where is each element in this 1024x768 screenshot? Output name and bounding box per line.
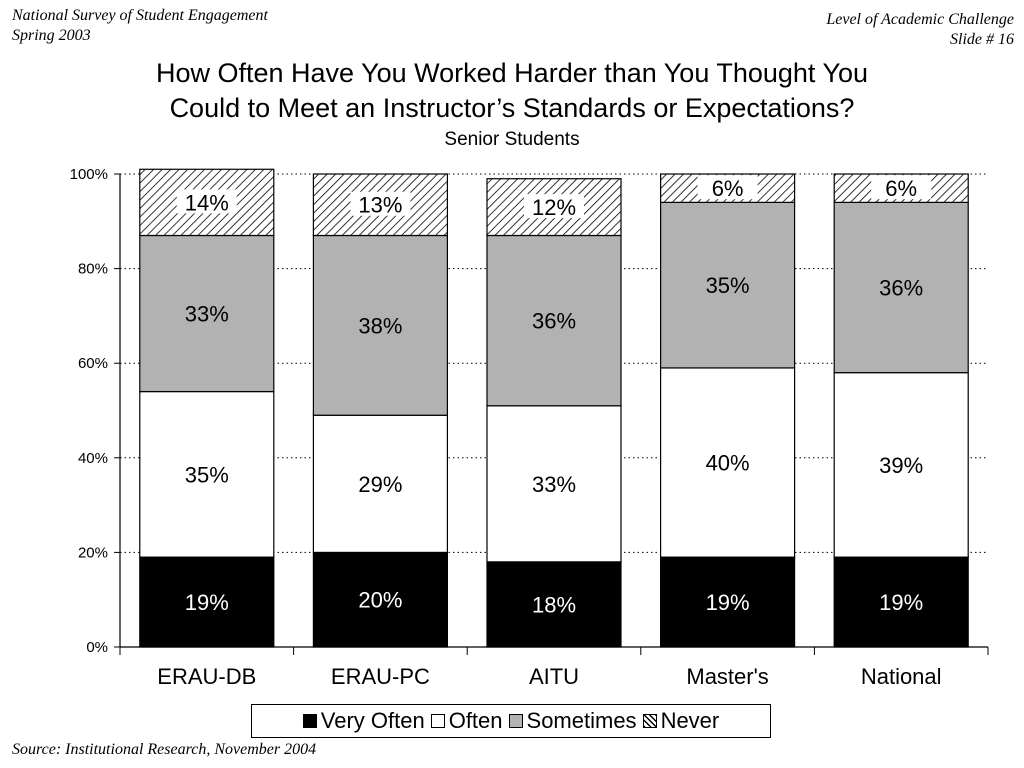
y-tick-label: 100% [70,166,108,183]
data-label-never-aitu: 12% [532,195,576,220]
x-tick-label-national: National [861,664,942,689]
bar-very-often-erau-db [139,556,275,648]
data-label-sometimes-master-s: 35% [706,273,750,298]
data-label-often-erau-pc: 29% [358,472,402,497]
data-label-never-master-s: 6% [712,176,744,201]
data-label-sometimes-aitu: 36% [532,309,576,334]
legend-item-sometimes: Sometimes [508,708,637,734]
bar-often-national [833,372,969,558]
bar-very-often-aitu [486,561,622,648]
header-survey-info: National Survey of Student Engagement Sp… [12,6,268,46]
data-label-very-often-erau-db: 19% [185,590,229,615]
bar-sometimes-aitu [486,234,622,407]
y-tick-label: 60% [78,355,108,372]
y-tick-label: 40% [78,450,108,467]
data-label-often-erau-db: 35% [185,462,229,487]
y-tick-label: 0% [86,639,108,656]
legend-swatch-often [430,714,445,728]
data-label-background [524,194,584,219]
data-label-background [176,189,237,214]
bars [139,168,969,648]
legend-label-often: Often [448,708,503,733]
header-slide-info: Level of Academic Challenge Slide # 16 [826,10,1014,50]
bar-sometimes-master-s [659,201,796,369]
x-tick-label-master-s: Master's [686,664,768,689]
bar-often-master-s [659,367,796,558]
data-label-sometimes-erau-db: 33% [185,302,229,327]
bar-very-often-national [833,556,969,648]
data-label-sometimes-erau-pc: 38% [358,313,402,338]
data-label-never-erau-db: 14% [185,190,229,215]
x-tick-label-erau-db: ERAU-DB [157,664,256,689]
source-footnote: Source: Institutional Research, November… [12,741,317,758]
chart-title-line-1: How Often Have You Worked Harder than Yo… [155,58,869,88]
data-label-background [871,175,932,200]
header-survey-name: National Survey of Student Engagement [12,7,268,24]
bar-very-often-master-s [659,556,796,648]
legend-label-never: Never [660,708,720,733]
data-label-very-often-master-s: 19% [706,590,750,615]
data-label-often-master-s: 40% [706,451,750,476]
data-labels: 19% 35% 33% 14% 20% 29% 38% 13% 18% 33% 36% 12% 19% 4… [176,175,932,617]
data-label-never-national: 6% [885,176,917,201]
bar-often-erau-db [139,390,275,558]
bar-often-erau-pc [312,414,448,554]
bar-very-often-erau-pc [312,551,448,648]
header-section-name: Level of Academic Challenge [826,11,1014,28]
legend-label-sometimes: Sometimes [526,708,637,733]
data-label-sometimes-national: 36% [879,276,923,301]
x-tick-label-erau-pc: ERAU-PC [331,664,430,689]
bar-often-aitu [486,405,622,563]
data-label-never-erau-pc: 13% [358,193,402,218]
data-label-very-often-aitu: 18% [532,592,576,617]
data-label-very-often-erau-pc: 20% [358,588,402,613]
header-survey-term: Spring 2003 [12,27,91,44]
legend-label-very-often: Very Often [320,708,425,733]
legend-item-very-often: Very Often [302,708,425,734]
data-label-very-often-national: 19% [879,590,923,615]
data-label-background [350,191,411,216]
y-tick-label: 20% [78,544,108,561]
bar-sometimes-erau-db [139,234,275,393]
legend-swatch-very-often [302,714,317,728]
header-slide-number: Slide # 16 [950,31,1014,48]
data-label-often-aitu: 33% [532,472,576,497]
legend-item-often: Often [430,708,503,734]
bar-sometimes-erau-pc [312,234,448,416]
chart-title-line-2: Could to Meet an Instructor’s Standards … [169,93,855,123]
chart-subtitle: Senior Students [444,129,580,150]
data-label-often-national: 39% [879,453,923,478]
axes: 0% 20% 40% 60% 80% 100% ERAU-DB ERAU-PC AITU Mast… [70,166,989,689]
x-tick-label-aitu: AITU [529,664,579,689]
bar-sometimes-national [833,201,969,374]
chart-legend: Very Often Often Sometimes Never [251,704,771,738]
y-tick-label: 80% [78,261,108,278]
data-label-background [697,175,758,200]
legend-swatch-sometimes [508,714,523,728]
chart-title: How Often Have You Worked Harder than Yo… [0,56,1024,126]
stacked-bar-chart: 0% 20% 40% 60% 80% 100% ERAU-DB ERAU-PC AITU Mast… [70,166,989,689]
legend-swatch-never [642,714,657,728]
legend-item-never: Never [642,708,720,734]
